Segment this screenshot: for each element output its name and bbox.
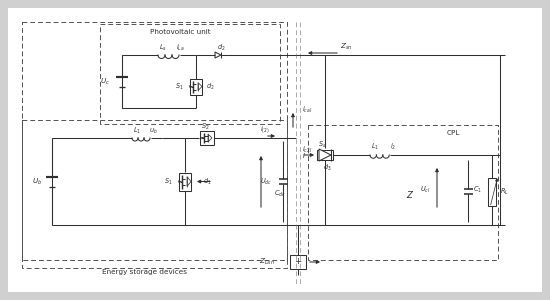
Polygon shape <box>198 82 202 91</box>
Text: $S_1$: $S_1$ <box>175 81 184 92</box>
Text: CPL: CPL <box>446 130 460 136</box>
Text: $d_2$: $d_2$ <box>206 81 214 92</box>
Text: $R_L$: $R_L$ <box>500 186 509 197</box>
Text: $d_2$: $d_2$ <box>217 43 226 53</box>
Text: $i_2$: $i_2$ <box>390 142 396 152</box>
Text: $L_s$: $L_s$ <box>159 43 167 53</box>
Text: Energy storage devices: Energy storage devices <box>102 269 188 275</box>
Bar <box>317 150 333 160</box>
Bar <box>308 125 498 260</box>
Text: $i_{cal}$: $i_{cal}$ <box>302 105 312 115</box>
Text: $i_{c2l}$: $i_{c2l}$ <box>302 145 312 155</box>
Text: $d_1$: $d_1$ <box>203 176 212 187</box>
Polygon shape <box>215 52 221 58</box>
Text: $S_2$: $S_2$ <box>201 122 209 132</box>
Text: $i_{(2)}$: $i_{(2)}$ <box>260 124 270 135</box>
Polygon shape <box>187 176 191 187</box>
Text: $Z_{sn}$: $Z_{sn}$ <box>340 42 353 52</box>
Text: $I$: $I$ <box>302 151 306 160</box>
Polygon shape <box>208 134 212 142</box>
Bar <box>179 172 191 190</box>
Bar <box>488 178 496 206</box>
Bar <box>22 120 287 268</box>
Bar <box>22 22 287 260</box>
Text: $L_1$: $L_1$ <box>371 142 379 152</box>
Polygon shape <box>319 149 331 161</box>
Text: $U_{dc}$: $U_{dc}$ <box>260 176 272 187</box>
Text: $U_c$: $U_c$ <box>100 76 110 87</box>
Text: $U_b$: $U_b$ <box>32 176 42 187</box>
Text: $U_{cl}$: $U_{cl}$ <box>420 185 430 195</box>
Bar <box>190 79 202 94</box>
Text: $d_3$: $d_3$ <box>323 163 331 173</box>
Text: $S_1$: $S_1$ <box>164 176 173 187</box>
Text: $C_{dc}$: $C_{dc}$ <box>274 188 286 199</box>
Text: +: + <box>294 257 301 266</box>
Text: $i_{La}$: $i_{La}$ <box>175 43 184 53</box>
Text: $Z_{Lan}$: $Z_{Lan}$ <box>259 257 275 267</box>
Text: Photovoltaic unit: Photovoltaic unit <box>150 29 210 35</box>
Text: $L_1$: $L_1$ <box>133 126 141 136</box>
Bar <box>200 131 214 145</box>
Text: $u_b$: $u_b$ <box>148 126 157 136</box>
Text: $Z$: $Z$ <box>406 190 414 200</box>
Text: $S_a$: $S_a$ <box>318 140 326 150</box>
Bar <box>100 24 280 124</box>
Bar <box>290 255 306 269</box>
Text: $C_1$: $C_1$ <box>473 185 482 195</box>
